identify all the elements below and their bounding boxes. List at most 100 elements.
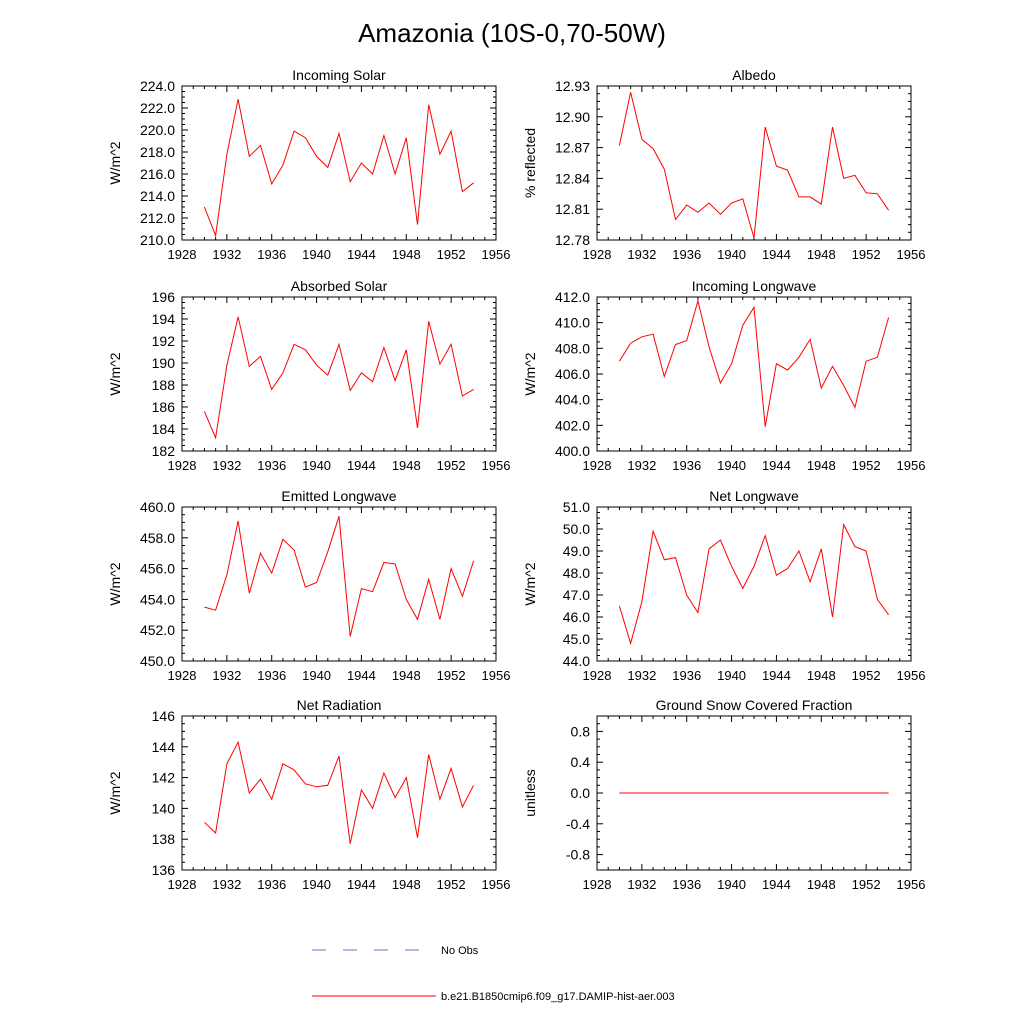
x-tick-label: 1944 (347, 668, 376, 683)
x-tick-label: 1936 (672, 247, 701, 262)
y-tick-label: 146 (152, 708, 176, 724)
y-tick-label: 400.0 (555, 443, 590, 459)
y-tick-label: 224.0 (140, 78, 175, 94)
x-tick-label: 1936 (257, 247, 286, 262)
plot-frame (596, 506, 912, 662)
panel-title: Emitted Longwave (281, 488, 396, 504)
x-tick-label: 1936 (257, 668, 286, 683)
plot-frame (596, 296, 912, 452)
panel-title: Net Radiation (297, 697, 382, 713)
x-tick-label: 1928 (583, 668, 612, 683)
x-tick-label: 1936 (257, 458, 286, 473)
y-axis-label: unitless (522, 769, 538, 816)
y-tick-label: 210.0 (140, 232, 175, 248)
y-tick-label: 402.0 (555, 417, 590, 433)
y-tick-label: 12.78 (555, 232, 590, 248)
y-tick-label: -0.8 (566, 847, 590, 863)
y-tick-label: 458.0 (140, 530, 175, 546)
y-tick-label: 49.0 (563, 543, 590, 559)
y-tick-label: 192 (152, 333, 176, 349)
y-tick-label: 47.0 (563, 587, 590, 603)
y-tick-label: 0.8 (571, 723, 591, 739)
y-tick-label: 450.0 (140, 653, 175, 669)
x-tick-label: 1956 (897, 247, 926, 262)
y-tick-label: 48.0 (563, 565, 590, 581)
y-tick-label: 138 (152, 831, 176, 847)
y-axis-label: W/m^2 (107, 771, 123, 814)
y-tick-label: 182 (152, 443, 176, 459)
series-line (618, 298, 890, 427)
plot-frame (181, 85, 497, 241)
x-tick-label: 1940 (717, 458, 746, 473)
y-tick-label: 452.0 (140, 622, 175, 638)
x-tick-label: 1944 (347, 247, 376, 262)
y-tick-label: 12.84 (555, 170, 590, 186)
x-tick-label: 1944 (762, 458, 791, 473)
x-tick-label: 1956 (897, 458, 926, 473)
y-tick-label: 460.0 (140, 499, 175, 515)
x-tick-label: 1932 (627, 877, 656, 892)
x-tick-label: 1928 (168, 877, 197, 892)
x-tick-label: 1940 (717, 247, 746, 262)
x-tick-label: 1932 (627, 247, 656, 262)
x-tick-label: 1948 (807, 458, 836, 473)
y-tick-label: 196 (152, 289, 176, 305)
y-tick-label: 184 (152, 421, 176, 437)
y-tick-label: 406.0 (555, 366, 590, 382)
y-tick-label: 46.0 (563, 609, 590, 625)
x-tick-label: 1944 (762, 247, 791, 262)
plot-frame (181, 296, 497, 452)
x-tick-label: 1948 (392, 877, 421, 892)
x-tick-label: 1952 (437, 877, 466, 892)
x-tick-label: 1936 (672, 668, 701, 683)
x-tick-label: 1936 (672, 877, 701, 892)
y-tick-label: 0.4 (571, 754, 591, 770)
x-tick-label: 1956 (897, 877, 926, 892)
x-tick-label: 1952 (437, 458, 466, 473)
x-tick-label: 1952 (437, 247, 466, 262)
x-tick-label: 1956 (482, 877, 511, 892)
y-tick-label: 456.0 (140, 561, 175, 577)
y-tick-label: 142 (152, 770, 176, 786)
y-tick-label: 0.0 (571, 785, 591, 801)
x-tick-label: 1952 (852, 877, 881, 892)
x-tick-label: 1932 (212, 668, 241, 683)
x-tick-label: 1940 (302, 458, 331, 473)
y-tick-label: 144 (152, 739, 176, 755)
y-tick-label: 186 (152, 399, 176, 415)
y-axis-label: W/m^2 (522, 562, 538, 605)
x-tick-label: 1936 (257, 877, 286, 892)
plot-frame (181, 715, 497, 871)
x-tick-label: 1956 (482, 247, 511, 262)
legend-model-label: b.e21.B1850cmip6.f09_g17.DAMIP-hist-aer.… (441, 991, 675, 1003)
x-tick-label: 1940 (302, 668, 331, 683)
x-tick-label: 1944 (762, 668, 791, 683)
x-tick-label: 1956 (897, 668, 926, 683)
x-tick-label: 1952 (852, 247, 881, 262)
panel-albedo: Albedo % reflected 1928 1932 1936 1940 1944 194… (522, 67, 925, 262)
series-line (618, 92, 890, 239)
y-tick-label: 51.0 (563, 499, 590, 515)
y-tick-label: 412.0 (555, 289, 590, 305)
panel-title: Ground Snow Covered Fraction (656, 697, 853, 713)
panel-absorbed-solar: Absorbed Solar W/m^2 1928 1932 1936 1940 1944 1… (107, 278, 510, 473)
x-tick-label: 1952 (852, 668, 881, 683)
y-axis-label: W/m^2 (107, 352, 123, 395)
y-axis-label: % reflected (522, 128, 538, 198)
x-tick-label: 1952 (437, 668, 466, 683)
x-tick-label: 1932 (212, 458, 241, 473)
x-tick-label: 1952 (852, 458, 881, 473)
x-tick-label: 1948 (807, 877, 836, 892)
panel-net-longwave: Net Longwave W/m^2 1928 1932 1936 1940 1944 194… (522, 488, 925, 683)
x-tick-label: 1928 (168, 458, 197, 473)
panel-title: Net Longwave (709, 488, 799, 504)
x-tick-label: 1956 (482, 668, 511, 683)
y-tick-label: 218.0 (140, 144, 175, 160)
x-tick-label: 1936 (672, 458, 701, 473)
y-tick-label: 50.0 (563, 521, 590, 537)
x-tick-label: 1928 (583, 247, 612, 262)
plot-frame (181, 506, 497, 662)
x-tick-label: 1928 (168, 668, 197, 683)
y-tick-label: 194 (152, 311, 176, 327)
